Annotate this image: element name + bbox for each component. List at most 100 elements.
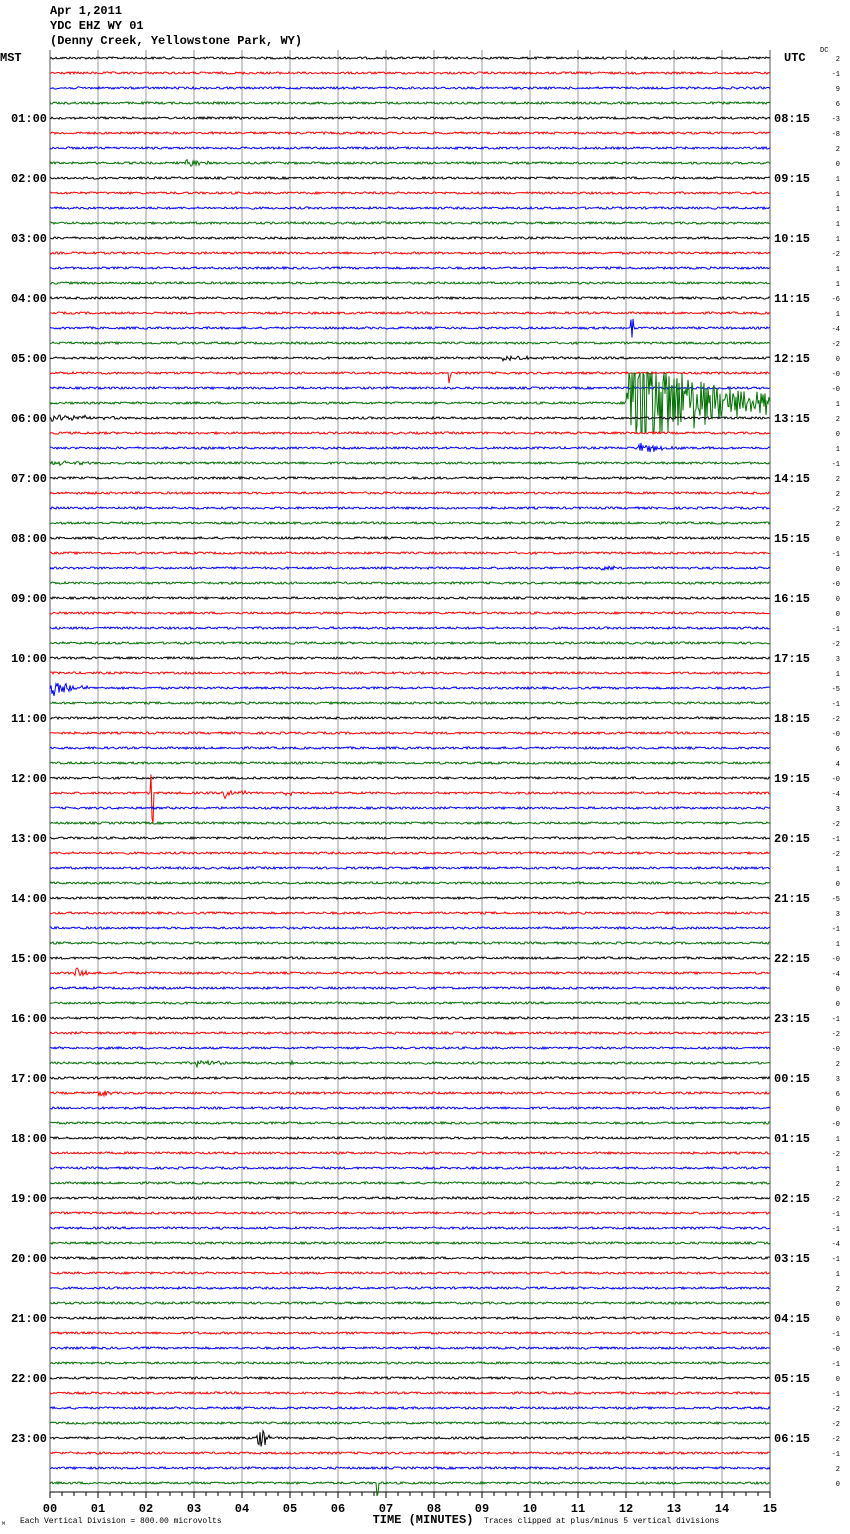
x-tick-label: 02	[139, 1502, 153, 1516]
dc-offset-label: 3	[836, 806, 840, 814]
left-axis-label: MST	[0, 51, 22, 65]
dc-offset-label: -4	[832, 971, 840, 979]
trace-line	[49, 880, 771, 886]
dc-offset-label: 1	[836, 1271, 840, 1279]
trace-line	[49, 655, 771, 661]
mst-hour-label: 03:00	[11, 232, 47, 246]
dc-offset-label: -0	[832, 956, 840, 964]
trace-line	[49, 85, 771, 91]
trace-line	[49, 1045, 771, 1051]
trace-line	[49, 730, 771, 736]
trace-line	[49, 1059, 771, 1069]
dc-offset-label: 1	[836, 191, 840, 199]
dc-offset-label: 2	[836, 1286, 840, 1294]
utc-hour-label: 02:15	[774, 1192, 810, 1206]
trace-line	[49, 967, 771, 977]
dc-offset-label: 0	[836, 566, 840, 574]
dc-offset-label: 1	[836, 866, 840, 874]
dc-offset-label: 0	[836, 536, 840, 544]
dc-offset-label: 1	[836, 236, 840, 244]
dc-offset-label: 4	[836, 761, 840, 769]
trace-line	[49, 610, 771, 616]
dc-offset-label: -2	[832, 716, 840, 724]
dc-offset-label: 0	[836, 611, 840, 619]
trace-line	[49, 250, 771, 256]
trace-line	[49, 940, 771, 946]
trace-line	[49, 340, 771, 346]
dc-offset-label: 9	[836, 86, 840, 94]
mst-hour-label: 10:00	[11, 652, 47, 666]
utc-hour-label: 14:15	[774, 472, 810, 486]
x-tick-label: 14	[715, 1502, 729, 1516]
trace-line	[49, 640, 771, 646]
utc-hour-label: 05:15	[774, 1372, 810, 1386]
mst-hour-label: 02:00	[11, 172, 47, 186]
trace-line	[49, 850, 771, 856]
utc-hour-label: 04:15	[774, 1312, 810, 1326]
trace-line	[49, 1405, 771, 1411]
dc-offset-label: -2	[832, 506, 840, 514]
dc-offset-label: -2	[832, 641, 840, 649]
trace-line	[49, 1120, 771, 1126]
dc-offset-label: -1	[832, 1256, 840, 1264]
mst-hour-label: 12:00	[11, 772, 47, 786]
trace-line	[49, 295, 771, 301]
dc-offset-label: -2	[832, 1151, 840, 1159]
dc-offset-label: -2	[832, 1031, 840, 1039]
x-tick-label: 05	[283, 1502, 297, 1516]
utc-hour-label: 18:15	[774, 712, 810, 726]
trace-line	[49, 805, 771, 811]
utc-hour-label: 22:15	[774, 952, 810, 966]
clip-note: Traces clipped at plus/minus 5 vertical …	[484, 1517, 719, 1526]
trace-line	[49, 1480, 771, 1497]
trace-line	[49, 1180, 771, 1186]
dc-offset-label: 2	[836, 491, 840, 499]
trace-line	[49, 475, 771, 481]
dc-offset-label: 2	[836, 1061, 840, 1069]
dc-offset-label: 1	[836, 1166, 840, 1174]
mst-hour-label: 17:00	[11, 1072, 47, 1086]
dc-offset-label: 1	[836, 671, 840, 679]
dc-offset-label: -0	[832, 776, 840, 784]
dc-offset-label: -1	[832, 1226, 840, 1234]
trace-line	[49, 370, 771, 384]
mst-hour-label: 07:00	[11, 472, 47, 486]
utc-hour-label: 00:15	[774, 1072, 810, 1086]
mst-hour-label: 21:00	[11, 1312, 47, 1326]
mst-hour-label: 19:00	[11, 1192, 47, 1206]
trace-line	[49, 55, 771, 61]
utc-hour-label: 03:15	[774, 1252, 810, 1266]
trace-line	[49, 318, 771, 338]
trace-line	[49, 490, 771, 496]
dc-offset-label: -0	[832, 1346, 840, 1354]
dc-label: DC	[820, 47, 828, 55]
trace-line	[49, 1135, 771, 1141]
dc-offset-label: -2	[832, 341, 840, 349]
trace-line	[49, 1210, 771, 1216]
trace-line	[49, 354, 771, 363]
dc-offset-label: -8	[832, 131, 840, 139]
dc-offset-label: -2	[832, 821, 840, 829]
trace-line	[49, 1285, 771, 1291]
dc-offset-label: 1	[836, 941, 840, 949]
dc-offset-label: 1	[836, 176, 840, 184]
dc-offset-label: 0	[836, 161, 840, 169]
dc-offset-label: -2	[832, 251, 840, 259]
trace-line	[49, 280, 771, 286]
scale-note: Each Vertical Division = 800.00 microvol…	[20, 1517, 222, 1526]
trace-line	[49, 1345, 770, 1351]
trace-line	[49, 580, 771, 586]
dc-offset-label: -2	[832, 1421, 840, 1429]
utc-hour-label: 16:15	[774, 592, 810, 606]
utc-hour-label: 10:15	[774, 232, 810, 246]
dc-offset-label: 2	[836, 476, 840, 484]
dc-offset-label: -1	[832, 1331, 840, 1339]
dc-offset-label: -1	[832, 1391, 840, 1399]
utc-hour-label: 09:15	[774, 172, 810, 186]
utc-hour-label: 23:15	[774, 1012, 810, 1026]
trace-line	[49, 760, 771, 766]
mst-hour-label: 06:00	[11, 412, 47, 426]
dc-offset-label: -3	[832, 116, 840, 124]
trace-line	[50, 220, 771, 226]
x-tick-label: 11	[571, 1502, 585, 1516]
